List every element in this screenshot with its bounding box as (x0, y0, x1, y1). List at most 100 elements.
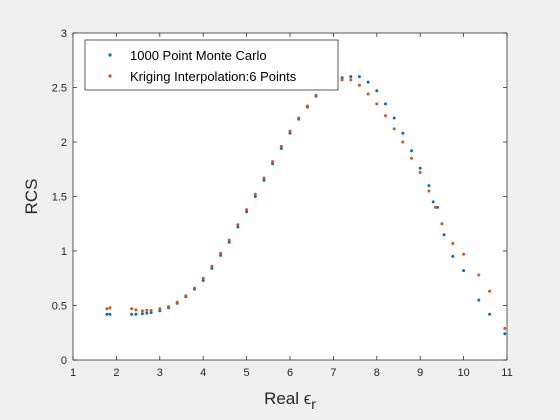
x-tick-label: 5 (244, 367, 250, 379)
data-point (357, 75, 361, 79)
x-axis-label: Real ϵr (264, 389, 316, 412)
data-point (427, 189, 431, 193)
data-point (184, 294, 188, 298)
data-point (253, 192, 257, 196)
data-point (410, 149, 413, 153)
data-point (245, 208, 249, 212)
data-point (130, 312, 134, 316)
data-point (477, 298, 481, 302)
data-point (349, 78, 353, 82)
data-point (442, 233, 446, 237)
data-point (433, 205, 437, 209)
data-points (105, 75, 507, 336)
data-point (401, 140, 405, 144)
data-point (158, 309, 162, 313)
x-tick-label: 8 (374, 367, 380, 379)
data-point (271, 160, 275, 164)
x-tick-label: 3 (157, 367, 163, 379)
y-axis-label: RCS (22, 179, 41, 215)
data-point (130, 307, 134, 311)
data-point (418, 166, 422, 170)
x-tick-label: 7 (330, 367, 336, 379)
axis-ticks: 1 2 3 4 5 6 7 8 9 10 11 0 0.5 1 1.5 2 2.5 3 (52, 28, 513, 379)
data-point (288, 129, 292, 133)
data-point (451, 241, 455, 245)
data-point (149, 308, 153, 312)
legend-label-kriging: Kriging Interpolation:6 Points (130, 69, 297, 84)
data-point (105, 307, 109, 311)
data-point (462, 252, 466, 256)
data-point (227, 240, 231, 244)
data-point (392, 116, 396, 120)
series-1 (105, 78, 507, 330)
legend-label-monte-carlo: 1000 Point Monte Carlo (130, 48, 267, 63)
data-point (418, 171, 422, 174)
data-point (262, 176, 266, 180)
legend-marker-kriging (108, 74, 112, 78)
x-tick-label: 4 (200, 367, 206, 379)
y-tick-label: 1.5 (52, 192, 67, 204)
data-point (271, 162, 275, 166)
data-point (392, 127, 396, 131)
data-point (279, 147, 283, 150)
data-point (236, 223, 240, 227)
data-point (297, 116, 301, 120)
y-tick-label: 3 (61, 28, 67, 40)
data-point (108, 312, 112, 316)
y-tick-label: 0.5 (52, 301, 67, 313)
data-point (366, 92, 370, 96)
data-point (175, 300, 179, 304)
data-point (503, 332, 507, 336)
data-point (262, 178, 266, 182)
data-point (375, 102, 379, 106)
data-point (451, 254, 455, 258)
data-point (167, 305, 170, 309)
data-point (288, 131, 292, 135)
x-tick-label: 10 (457, 367, 469, 379)
data-point (145, 311, 149, 315)
data-point (431, 200, 435, 204)
data-point (145, 308, 149, 312)
data-point (201, 276, 205, 280)
data-point (105, 312, 109, 316)
legend: 1000 Point Monte Carlo Kriging Interpola… (84, 39, 339, 91)
data-point (134, 308, 138, 312)
data-point (219, 253, 223, 257)
x-tick-label: 11 (501, 367, 512, 379)
y-tick-label: 2 (61, 137, 67, 149)
data-point (227, 238, 231, 242)
data-point (384, 114, 387, 118)
data-point (436, 205, 440, 209)
data-point (314, 93, 318, 97)
data-point (366, 80, 370, 84)
data-point (384, 102, 387, 106)
data-point (375, 89, 379, 93)
data-point (279, 144, 283, 148)
data-point (349, 75, 353, 79)
data-point (477, 273, 481, 277)
data-point (440, 222, 444, 226)
data-point (488, 312, 492, 316)
x-tick-label: 1 (70, 367, 76, 379)
data-point (134, 312, 138, 316)
data-point (140, 309, 144, 313)
data-point (245, 210, 249, 214)
legend-marker-monte-carlo (108, 53, 112, 57)
data-point (193, 286, 196, 290)
data-point (488, 289, 492, 293)
data-point (305, 104, 309, 108)
data-point (108, 306, 112, 310)
data-point (410, 156, 413, 160)
data-point (340, 78, 344, 82)
y-tick-label: 2.5 (52, 83, 67, 95)
x-tick-label: 2 (113, 367, 119, 379)
data-point (219, 251, 223, 255)
data-point (149, 311, 153, 315)
data-point (503, 326, 507, 330)
data-point (401, 131, 405, 135)
x-tick-label: 9 (417, 367, 423, 379)
data-point (462, 269, 466, 273)
data-point (158, 307, 162, 311)
data-point (140, 312, 144, 316)
